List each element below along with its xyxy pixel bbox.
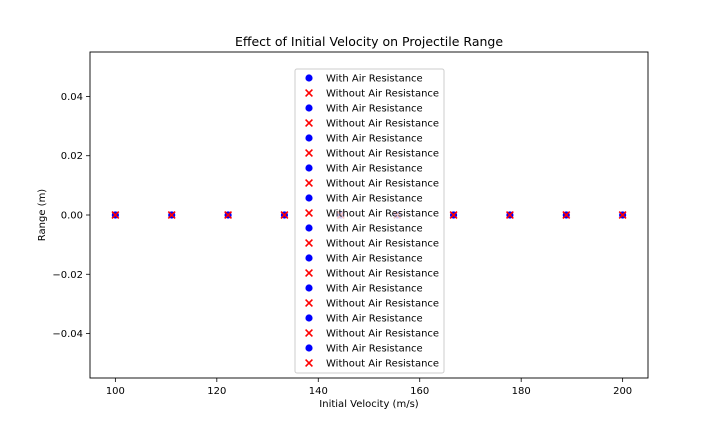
- legend-entry: With Air Resistance: [305, 134, 423, 145]
- legend-circle-marker: [305, 194, 313, 202]
- point-without-air-resistance: [280, 211, 289, 219]
- legend-entry: With Air Resistance: [305, 284, 423, 295]
- point-without-air-resistance: [224, 211, 233, 219]
- legend-label: Without Air Resistance: [326, 209, 439, 220]
- x-tick-label: 180: [512, 386, 531, 397]
- legend-label: With Air Resistance: [326, 104, 423, 115]
- legend-entry: With Air Resistance: [305, 104, 423, 115]
- legend-entry: With Air Resistance: [305, 74, 423, 85]
- legend-entry: Without Air Resistance: [305, 359, 439, 370]
- legend-entry: Without Air Resistance: [305, 269, 439, 280]
- y-tick-label: 0.02: [61, 151, 83, 162]
- x-tick-label: 120: [207, 386, 226, 397]
- legend-entry: Without Air Resistance: [305, 149, 439, 160]
- legend-circle-marker: [305, 224, 313, 232]
- y-axis: 0.04 0.02 0.00 −0.02 −0.04: [52, 92, 90, 340]
- point-without-air-resistance: [562, 211, 571, 219]
- legend-frame: [294, 68, 445, 374]
- legend: With Air Resistance Without Air Resistanc…: [294, 68, 445, 374]
- legend-label: With Air Resistance: [326, 164, 423, 175]
- legend-x-marker: [305, 89, 313, 97]
- x-tick-label: 200: [613, 386, 632, 397]
- legend-x-marker: [305, 299, 313, 307]
- legend-label: With Air Resistance: [326, 224, 423, 235]
- legend-circle-marker: [305, 104, 313, 112]
- legend-label: Without Air Resistance: [326, 329, 439, 340]
- y-tick-label: 0.00: [61, 211, 83, 222]
- legend-label: Without Air Resistance: [326, 119, 439, 130]
- legend-entry: Without Air Resistance: [305, 239, 439, 250]
- legend-label: Without Air Resistance: [326, 89, 439, 100]
- legend-entry: With Air Resistance: [305, 314, 423, 325]
- legend-entry: Without Air Resistance: [305, 89, 439, 100]
- legend-label: With Air Resistance: [326, 344, 423, 355]
- legend-label: Without Air Resistance: [326, 299, 439, 310]
- legend-circle-marker: [305, 74, 313, 82]
- legend-entry: With Air Resistance: [305, 224, 423, 235]
- legend-entry: With Air Resistance: [305, 254, 423, 265]
- legend-label: With Air Resistance: [326, 314, 423, 325]
- y-tick-label: −0.02: [52, 270, 83, 281]
- legend-x-marker: [305, 179, 313, 187]
- point-without-air-resistance: [111, 211, 120, 219]
- point-without-air-resistance: [449, 211, 458, 219]
- y-axis-label: Range (m): [37, 189, 48, 242]
- legend-label: With Air Resistance: [326, 284, 423, 295]
- legend-circle-marker: [305, 344, 313, 352]
- legend-entry: With Air Resistance: [305, 344, 423, 355]
- legend-entry: Without Air Resistance: [305, 329, 439, 340]
- legend-circle-marker: [305, 134, 313, 142]
- y-tick-label: 0.04: [61, 92, 83, 103]
- legend-entry: Without Air Resistance: [305, 119, 439, 130]
- legend-entry: With Air Resistance: [305, 164, 423, 175]
- legend-label: Without Air Resistance: [326, 239, 439, 250]
- legend-circle-marker: [305, 254, 313, 262]
- x-tick-label: 140: [309, 386, 328, 397]
- legend-circle-marker: [305, 164, 313, 172]
- x-axis: 100 120 140 160 180 200: [106, 378, 632, 397]
- legend-x-marker: [305, 359, 313, 367]
- legend-label: With Air Resistance: [326, 74, 423, 85]
- legend-entry: Without Air Resistance: [305, 209, 439, 220]
- legend-label: With Air Resistance: [326, 194, 423, 205]
- point-without-air-resistance: [505, 211, 514, 219]
- legend-label: Without Air Resistance: [326, 179, 439, 190]
- legend-entry: With Air Resistance: [305, 194, 423, 205]
- legend-x-marker: [305, 149, 313, 157]
- point-without-air-resistance: [167, 211, 176, 219]
- legend-entry: Without Air Resistance: [305, 179, 439, 190]
- legend-x-marker: [305, 239, 313, 247]
- legend-label: Without Air Resistance: [326, 269, 439, 280]
- legend-entry: Without Air Resistance: [305, 299, 439, 310]
- chart-title: Effect of Initial Velocity on Projectile…: [235, 34, 503, 49]
- x-axis-label: Initial Velocity (m/s): [319, 399, 418, 410]
- point-without-air-resistance: [618, 211, 627, 219]
- legend-x-marker: [305, 269, 313, 277]
- x-tick-label: 100: [106, 386, 125, 397]
- legend-x-marker: [305, 119, 313, 127]
- x-tick-label: 160: [410, 386, 429, 397]
- legend-circle-marker: [305, 284, 313, 292]
- y-tick-label: −0.04: [52, 329, 83, 340]
- legend-circle-marker: [305, 314, 313, 322]
- legend-label: Without Air Resistance: [326, 359, 439, 370]
- legend-x-marker: [305, 329, 313, 337]
- legend-label: Without Air Resistance: [326, 149, 439, 160]
- legend-label: With Air Resistance: [326, 134, 423, 145]
- legend-label: With Air Resistance: [326, 254, 423, 265]
- legend-x-marker: [305, 209, 313, 217]
